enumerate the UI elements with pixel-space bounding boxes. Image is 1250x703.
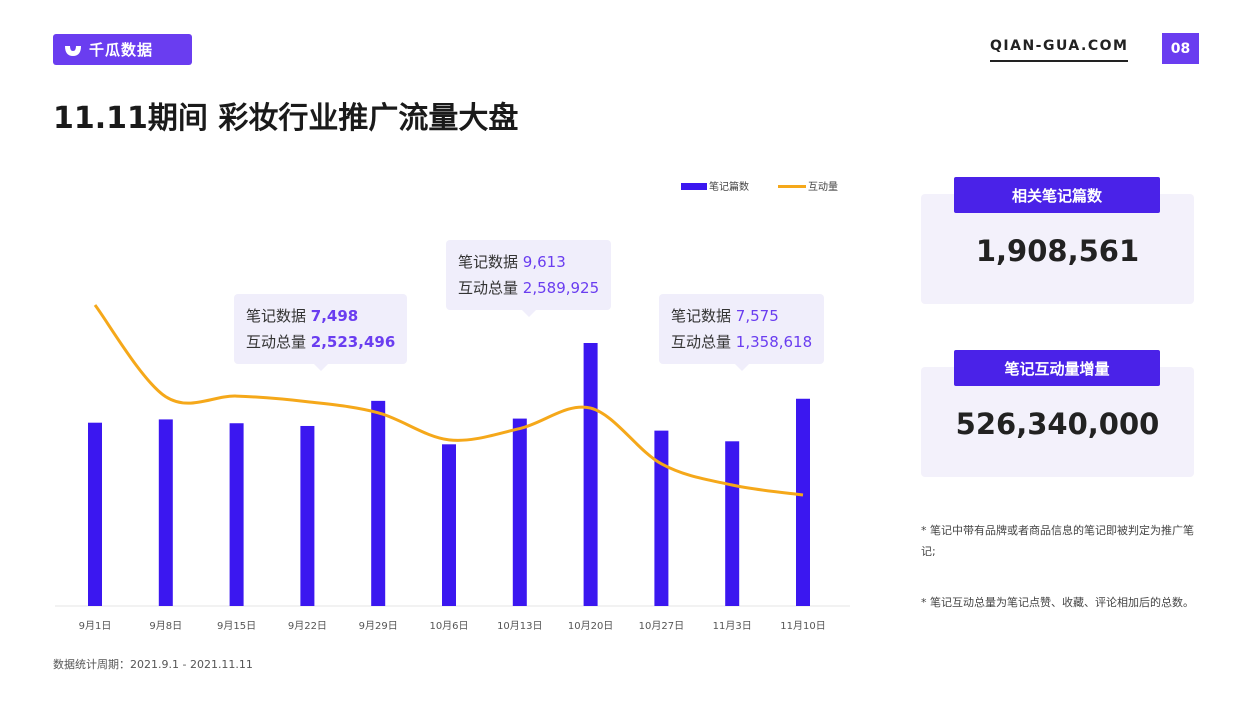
note-promo-definition: * 笔记中带有品牌或者商品信息的笔记即被判定为推广笔记; xyxy=(921,524,1194,558)
bar-10月13日 xyxy=(512,418,527,606)
stat-card-notes-value: 1,908,561 xyxy=(975,234,1140,268)
site-url: QIAN-GUA.COM xyxy=(990,38,1129,62)
bar-9月8日 xyxy=(158,419,173,606)
logo-smile-icon xyxy=(65,45,81,56)
stat-card-interact-label: 笔记互动量增量 xyxy=(954,350,1160,386)
x-tick-label: 9月22日 xyxy=(288,620,327,632)
bar-11月10日 xyxy=(796,398,810,606)
bar-9月22日 xyxy=(300,425,315,606)
tooltip-10-20: 笔记数据 9,613 互动总量 2,589,925 xyxy=(446,240,612,317)
legend-label-notes: 笔记篇数 xyxy=(709,180,749,193)
stat-card-interact-value: 526,340,000 xyxy=(955,407,1160,441)
x-tick-label: 10月13日 xyxy=(497,620,542,632)
bar-10月27日 xyxy=(654,430,669,606)
x-tick-label: 10月20日 xyxy=(568,620,613,632)
x-tick-label: 9月15日 xyxy=(217,620,256,632)
x-tick-label: 10月6日 xyxy=(429,620,468,632)
tooltip-9-29: 笔记数据 7,498 互动总量 2,523,496 xyxy=(234,294,408,371)
legend-swatch-notes xyxy=(681,183,707,190)
note-interaction-definition: * 笔记互动总量为笔记点赞、收藏、评论相加后的总数。 xyxy=(921,596,1194,609)
brand-logo: 千瓜数据 xyxy=(53,34,192,65)
legend-label-interact: 互动量 xyxy=(808,181,838,193)
page-title: 11.11期间 彩妆行业推广流量大盘 xyxy=(53,101,519,136)
bar-10月20日 xyxy=(583,343,598,606)
tooltip-11-10: 笔记数据 7,575 互动总量 1,358,618 xyxy=(659,294,825,371)
footer-period: 数据统计周期：2021.9.1 - 2021.11.11 xyxy=(53,658,253,671)
x-tick-label: 11月3日 xyxy=(713,620,752,632)
x-tick-label: 10月27日 xyxy=(639,620,684,632)
bar-9月1日 xyxy=(88,422,102,606)
bar-9月29日 xyxy=(371,400,386,606)
bar-11月3日 xyxy=(725,441,740,606)
bar-10月6日 xyxy=(442,444,456,606)
tooltip-notes-value: 7,498 xyxy=(310,307,359,325)
x-tick-label: 11月10日 xyxy=(780,620,825,632)
x-tick-label: 9月1日 xyxy=(79,620,112,632)
tooltip-interact-value: 2,523,496 xyxy=(310,333,396,351)
series-line-interact xyxy=(93,304,804,497)
tooltip-notes-value: 9,613 xyxy=(522,253,566,271)
bar-9月15日 xyxy=(229,423,244,606)
page-number: 08 xyxy=(1162,33,1199,64)
tooltip-interact-value: 1,358,618 xyxy=(735,333,813,351)
tooltip-notes-value: 7,575 xyxy=(735,307,779,325)
traffic-chart: 9月1日 9月8日 9月15日 9月22日 9月29日 10月6日 10月13日 10月20日… xyxy=(55,180,850,632)
x-tick-label: 9月29日 xyxy=(359,620,398,632)
brand-name: 千瓜数据 xyxy=(89,41,154,59)
x-tick-label: 9月8日 xyxy=(149,620,182,632)
tooltip-interact-value: 2,589,925 xyxy=(522,279,600,297)
stat-card-notes-label: 相关笔记篇数 xyxy=(954,177,1160,213)
